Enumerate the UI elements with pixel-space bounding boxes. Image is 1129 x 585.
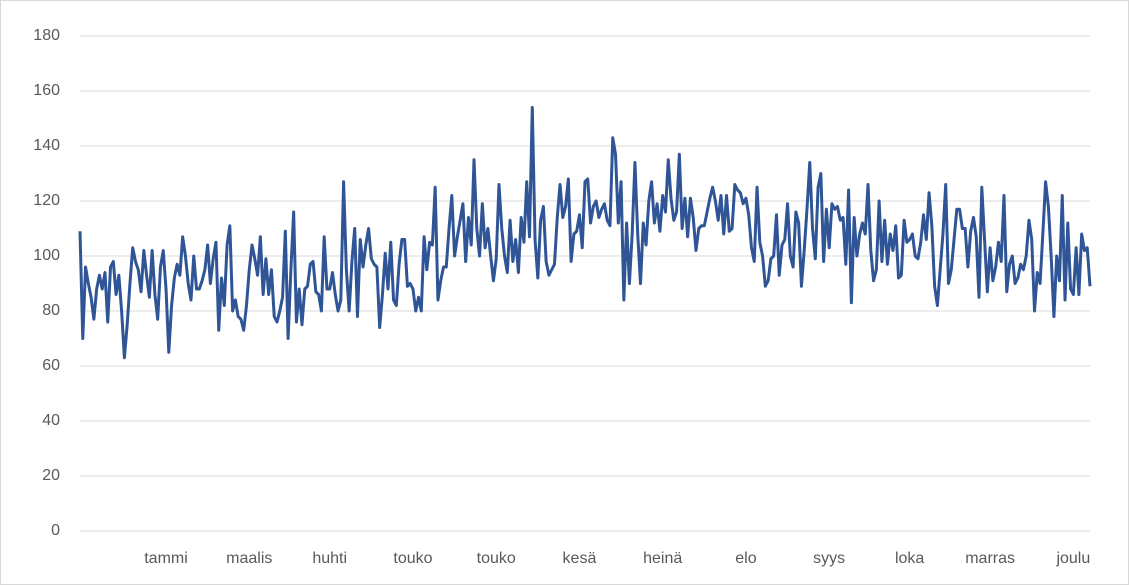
x-tick-label: loka bbox=[895, 550, 924, 567]
y-tick-label: 100 bbox=[33, 247, 60, 264]
y-tick-label: 160 bbox=[33, 82, 60, 99]
x-tick-label: syys bbox=[813, 550, 845, 567]
data-line bbox=[78, 106, 1092, 360]
y-tick-label: 120 bbox=[33, 192, 60, 209]
y-tick-label: 0 bbox=[51, 522, 60, 539]
x-tick-label: maalis bbox=[226, 550, 272, 567]
x-tick-label: joulu bbox=[1055, 550, 1090, 567]
x-tick-label: heinä bbox=[643, 550, 682, 567]
x-tick-label: touko bbox=[477, 550, 516, 567]
x-tick-label: huhti bbox=[312, 550, 347, 567]
y-tick-label: 40 bbox=[42, 412, 60, 429]
y-tick-label: 140 bbox=[33, 137, 60, 154]
x-tick-label: marras bbox=[965, 550, 1015, 567]
x-tick-label: tammi bbox=[144, 550, 188, 567]
y-tick-label: 20 bbox=[42, 467, 60, 484]
y-tick-label: 60 bbox=[42, 357, 60, 374]
y-tick-label: 80 bbox=[42, 302, 60, 319]
x-tick-label: kesä bbox=[563, 550, 597, 567]
x-tick-label: touko bbox=[393, 550, 432, 567]
x-tick-label: elo bbox=[735, 550, 756, 567]
y-tick-label: 180 bbox=[33, 27, 60, 44]
